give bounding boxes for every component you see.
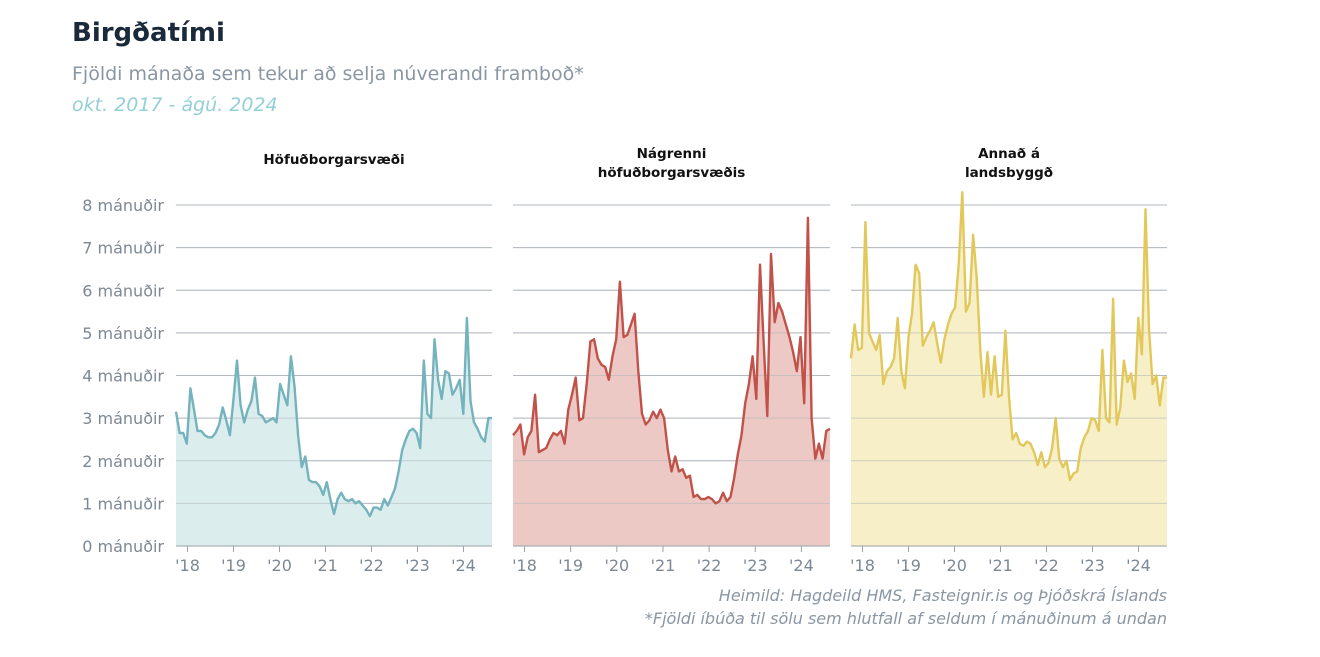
panel-title: höfuðborgarsvæðis xyxy=(598,165,746,181)
source-note: Heimild: Hagdeild HMS, Fasteignir.is og … xyxy=(718,586,1167,605)
y-tick-label: 5 mánuðir xyxy=(82,324,164,343)
x-tick-label: '22 xyxy=(697,556,722,575)
panel-title: Annað á xyxy=(978,146,1040,162)
x-tick-label: '23 xyxy=(405,556,430,575)
x-tick-label: '22 xyxy=(1034,556,1059,575)
x-tick-label: '19 xyxy=(558,556,583,575)
x-tick-label: '18 xyxy=(850,556,875,575)
area-fill xyxy=(851,192,1167,546)
area-fill xyxy=(176,318,492,546)
chart-subtitle: Fjöldi mánaða sem tekur að selja núveran… xyxy=(72,63,584,85)
x-tick-label: '19 xyxy=(221,556,246,575)
x-tick-label: '21 xyxy=(988,556,1013,575)
x-tick-label: '24 xyxy=(1126,556,1151,575)
y-tick-label: 3 mánuðir xyxy=(82,409,164,428)
x-tick-label: '20 xyxy=(604,556,629,575)
x-tick-label: '24 xyxy=(789,556,814,575)
x-tick-label: '22 xyxy=(359,556,384,575)
series-line xyxy=(512,216,831,505)
panel-1: '18 '19 '20 '21 '22 '23 '24 Höfuðborgarsvæði xyxy=(174,152,492,575)
y-tick-label: 7 mánuðir xyxy=(82,239,164,258)
series-line xyxy=(174,316,492,518)
x-tick-label: '24 xyxy=(451,556,476,575)
x-tick-label: '20 xyxy=(267,556,292,575)
x-tick-label: '18 xyxy=(512,556,537,575)
y-tick-label: 4 mánuðir xyxy=(82,367,164,386)
x-tick-label: '20 xyxy=(942,556,967,575)
panel-title: landsbyggð xyxy=(965,165,1053,181)
y-tick-label: 0 mánuðir xyxy=(82,537,164,556)
panels: '18'19'20'21'22'23'24Höfuðborgarsvæði'18… xyxy=(174,146,1167,575)
y-axis: 0 mánuðir 1 mánuðir 2 mánuðir 3 mánuðir 4 má… xyxy=(82,196,164,556)
panel-title: Nágrenni xyxy=(637,146,707,162)
series-line xyxy=(849,190,1167,482)
y-tick-label: 6 mánuðir xyxy=(82,281,164,300)
x-tick-label: '23 xyxy=(1080,556,1105,575)
area-fill xyxy=(513,217,830,547)
y-tick-label: 1 mánuðir xyxy=(82,494,164,513)
x-tick-label: '18 xyxy=(175,556,200,575)
panel-2: '18 '19 '20 '21 '22 '23 '24 Nágrenni höfuðborgar… xyxy=(512,146,831,575)
panel-title: Höfuðborgarsvæði xyxy=(263,152,404,168)
x-tick-label: '19 xyxy=(896,556,921,575)
x-tick-label: '23 xyxy=(743,556,768,575)
x-tick-label: '21 xyxy=(651,556,676,575)
chart-period: okt. 2017 - ágú. 2024 xyxy=(72,94,278,116)
chart-title: Birgðatími xyxy=(72,18,225,48)
y-tick-label: 8 mánuðir xyxy=(82,196,164,215)
x-tick-label: '21 xyxy=(313,556,338,575)
footnote: *Fjöldi íbúða til sölu sem hlutfall af s… xyxy=(644,609,1167,628)
panel-3: '18 '19 '20 '21 '22 '23 '24 Annað á landsbyggð xyxy=(849,146,1167,575)
y-tick-label: 2 mánuðir xyxy=(82,452,164,471)
